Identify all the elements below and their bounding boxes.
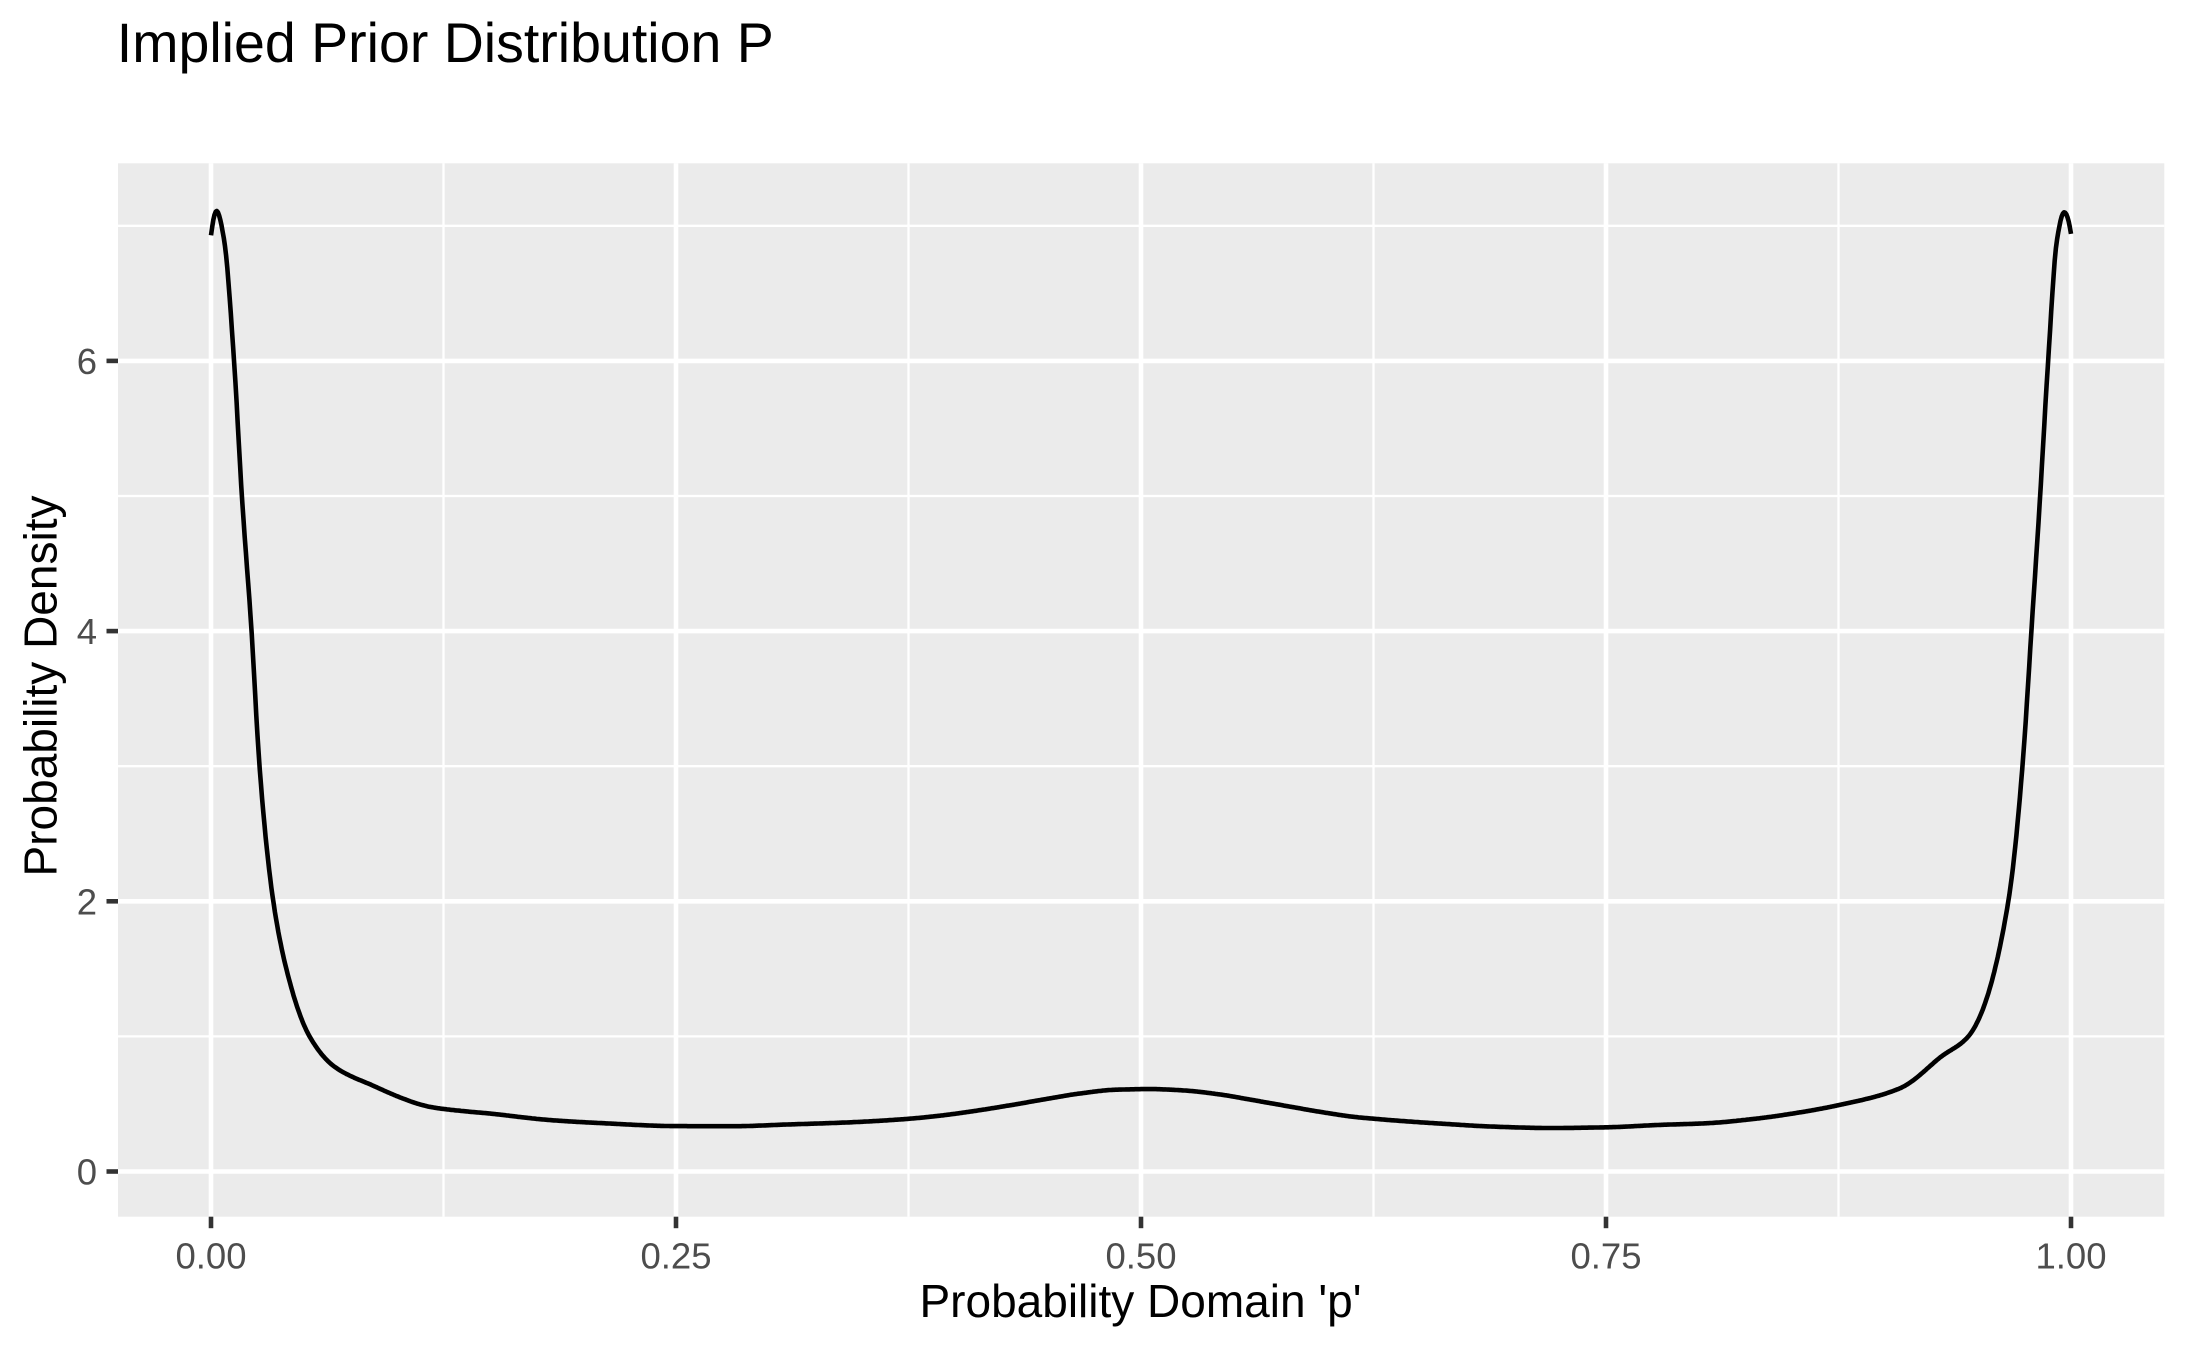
svg-text:0.50: 0.50 — [1105, 1236, 1176, 1277]
svg-text:0.00: 0.00 — [175, 1236, 246, 1277]
svg-text:6: 6 — [77, 341, 97, 382]
svg-text:4: 4 — [77, 611, 97, 652]
svg-text:Probability Density: Probability Density — [15, 496, 67, 877]
svg-text:Implied Prior Distribution P: Implied Prior Distribution P — [117, 12, 774, 74]
svg-text:0.75: 0.75 — [1570, 1236, 1641, 1277]
svg-text:1.00: 1.00 — [2035, 1236, 2106, 1277]
svg-text:0.25: 0.25 — [640, 1236, 711, 1277]
svg-text:Probability Domain 'p': Probability Domain 'p' — [920, 1275, 1362, 1327]
svg-text:2: 2 — [77, 881, 97, 922]
svg-text:0: 0 — [77, 1152, 97, 1193]
